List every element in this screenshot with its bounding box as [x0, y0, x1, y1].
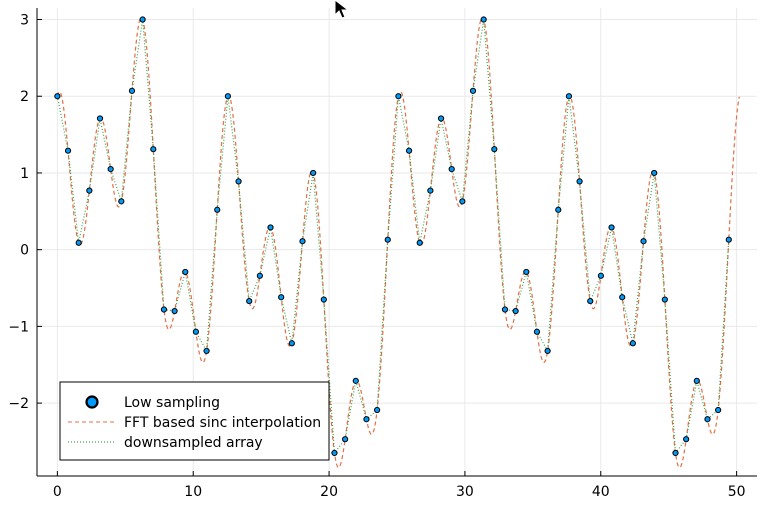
y-tick-label: 3: [20, 13, 29, 29]
low-sampling-point: [619, 294, 626, 301]
low-sampling-point: [331, 449, 338, 457]
low-sampling-point: [171, 307, 178, 315]
low-sampling-point: [608, 224, 615, 231]
legend-box: [59, 381, 330, 461]
low-sampling-point: [405, 147, 413, 154]
legend-label-sinc: FFT based sinc interpolation: [124, 415, 321, 431]
low-sampling-point: [416, 239, 423, 246]
low-sampling-point: [363, 416, 370, 423]
low-sampling-point: [96, 115, 104, 122]
low-sampling-point: [64, 147, 72, 154]
low-sampling-point: [54, 93, 61, 100]
low-sampling-point: [128, 87, 136, 94]
low-sampling-point: [107, 166, 114, 173]
x-axis-ticks: 0 10 20 30 40 50: [53, 471, 746, 500]
low-sampling-point: [448, 166, 455, 173]
x-tick-label: 30: [456, 484, 474, 500]
y-tick-label: 2: [20, 89, 29, 105]
low-sampling-point: [427, 187, 434, 194]
low-sampling-point: [501, 306, 509, 313]
low-sampling-point: [246, 297, 253, 305]
low-sampling-point: [352, 377, 359, 384]
low-sampling-point: [565, 93, 573, 100]
low-sampling-point: [256, 272, 263, 279]
x-tick-label: 40: [592, 484, 610, 500]
low-sampling-point: [555, 206, 562, 213]
low-sampling-point: [469, 87, 477, 94]
low-sampling-point: [512, 307, 519, 315]
low-sampling-point: [267, 224, 274, 231]
low-sampling-point: [683, 436, 690, 443]
axes: [36, 8, 757, 477]
y-tick-label: 0: [20, 243, 29, 259]
low-sampling-point: [182, 268, 189, 276]
low-sampling-point: [310, 169, 317, 177]
low-sampling-point: [544, 347, 551, 355]
y-tick-label: 1: [20, 166, 29, 182]
low-sampling-point: [373, 406, 381, 414]
low-sampling-point: [139, 16, 146, 23]
low-sampling-point: [118, 198, 125, 205]
mouse-pointer-icon: [334, 0, 350, 19]
legend-label-low-sampling: Low sampling: [124, 395, 220, 411]
low-sampling-point: [629, 340, 636, 347]
low-sampling-point: [192, 328, 200, 335]
low-sampling-point: [224, 93, 231, 100]
low-sampling-point: [661, 296, 668, 303]
low-sampling-point: [160, 306, 168, 313]
low-sampling-point: [459, 198, 466, 205]
low-sampling-point: [342, 436, 349, 443]
low-sampling-point: [587, 297, 594, 305]
low-sampling-point: [288, 340, 295, 347]
low-sampling-point: [651, 169, 658, 177]
low-sampling-point: [437, 115, 445, 122]
low-sampling-point: [597, 272, 605, 279]
low-sampling-point: [640, 238, 647, 245]
low-sampling-point: [533, 328, 541, 335]
legend-label-downsampled: downsampled array: [124, 435, 263, 451]
low-sampling-point: [480, 16, 487, 23]
x-tick-label: 20: [320, 484, 338, 500]
low-sampling-point: [320, 296, 327, 303]
low-sampling-point: [491, 146, 498, 153]
low-sampling-point: [384, 236, 391, 243]
x-tick-label: 0: [53, 484, 62, 500]
y-axis-ticks: −2 −1 0 1 2 3: [8, 13, 42, 412]
low-sampling-point: [672, 449, 679, 457]
low-sampling-point: [523, 268, 530, 276]
y-tick-label: −1: [8, 319, 29, 335]
low-sampling-point: [203, 347, 210, 355]
low-sampling-point: [86, 187, 93, 194]
low-sampling-point: [214, 206, 221, 213]
low-sampling-point: [576, 178, 583, 185]
legend-marker-low-sampling: [85, 395, 99, 409]
low-sampling-point: [704, 416, 711, 423]
low-sampling-point: [235, 178, 242, 185]
low-sampling-point: [150, 146, 157, 153]
low-sampling-series: [54, 16, 732, 457]
low-sampling-point: [693, 377, 700, 384]
legend: Low sampling FFT based sinc interpolatio…: [59, 381, 330, 461]
low-sampling-point: [278, 294, 285, 301]
x-tick-label: 50: [728, 484, 746, 500]
y-tick-label: −2: [8, 396, 29, 412]
low-sampling-point: [299, 238, 306, 245]
low-sampling-point: [75, 239, 82, 246]
x-tick-label: 10: [184, 484, 202, 500]
low-sampling-point: [725, 236, 732, 243]
low-sampling-point: [715, 406, 722, 414]
low-sampling-point: [395, 93, 402, 100]
